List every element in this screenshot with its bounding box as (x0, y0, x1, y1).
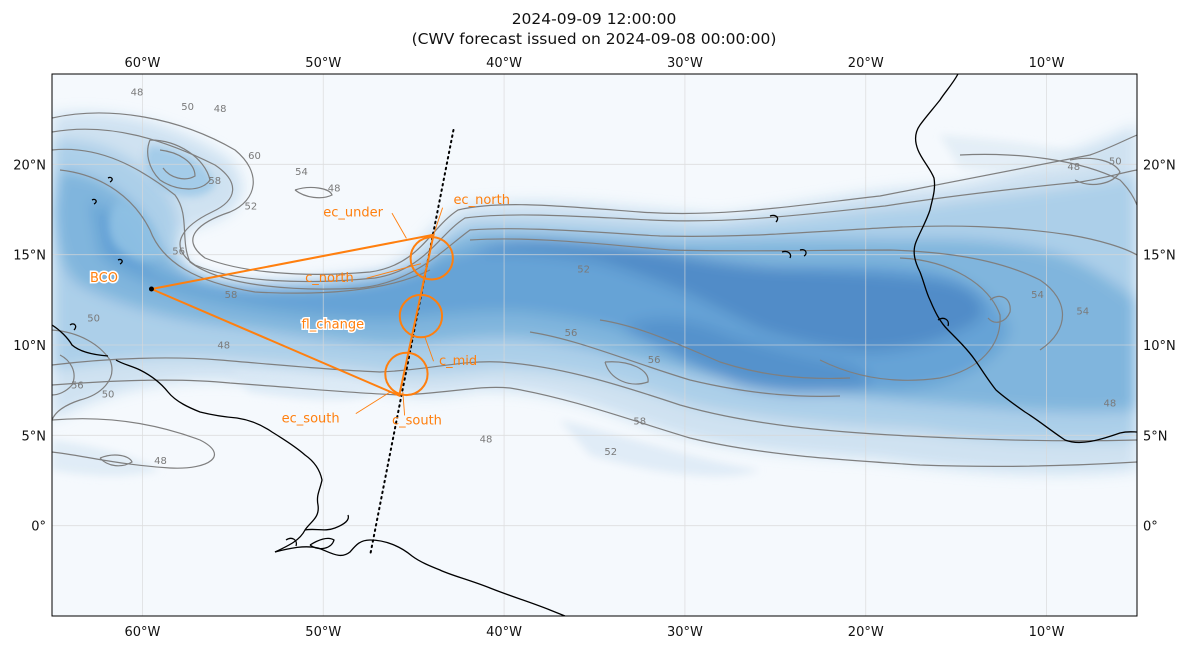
contour-label: 56 (648, 355, 661, 366)
label-leader (433, 207, 444, 235)
satellite-track (369, 129, 455, 556)
lon-tick-label-bottom: 30°W (667, 625, 703, 640)
flight-label-c-south: c_south (392, 413, 442, 428)
lon-tick-label-top: 10°W (1029, 56, 1065, 71)
lat-tick-label-left: 5°N (22, 429, 47, 444)
flight-label-c-mid: c_mid (439, 354, 477, 369)
contour-label: 48 (1067, 162, 1080, 173)
contour-label: 48 (328, 183, 341, 194)
contour-label: 48 (214, 104, 227, 115)
contour-label: 52 (604, 447, 617, 458)
fl-change-label: fl_change (302, 318, 365, 333)
map-frame (51, 73, 1138, 617)
map-panel: 48 50 48 60 54 48 58 52 56 58 50 48 56 50 48 52 56 56 58 48… (51, 73, 1138, 617)
bco-marker (148, 286, 154, 292)
lon-tick-label-top: 40°W (486, 56, 522, 71)
contour-label: 50 (181, 102, 194, 113)
contour-label: 48 (217, 341, 230, 352)
flight-label-c-north: c_north (305, 271, 354, 286)
contour-label: 50 (87, 314, 100, 325)
contour-label: 58 (633, 416, 646, 427)
contour-label: 54 (295, 167, 308, 178)
map-title-line2: (CWV forecast issued on 2024-09-08 00:00… (412, 30, 777, 48)
label-leader (391, 212, 407, 239)
flight-layer: ec_under ec_north c_north c_mid ec_south c_so… (88, 129, 510, 556)
label-leader (424, 335, 434, 362)
lon-tick-label-top: 60°W (124, 56, 160, 71)
lat-tick-label-left: 10°N (13, 339, 46, 354)
contour-label: 50 (1109, 156, 1122, 167)
lat-tick-label-right: 15°N (1143, 249, 1176, 264)
contour-label: 54 (1076, 306, 1089, 317)
contour-label: 52 (577, 265, 590, 276)
lon-tick-label-top: 50°W (305, 56, 341, 71)
axis-ticks: 60°W 60°W 50°W 50°W 40°W 40°W 30°W 30°W 20°W 20°W… (13, 56, 1176, 640)
lat-tick-label-right: 10°N (1143, 339, 1176, 354)
flight-circle-c-south (384, 351, 429, 397)
gridlines (52, 74, 1137, 616)
cwv-contours (52, 112, 1137, 469)
label-leader (402, 391, 406, 416)
lon-tick-label-top: 30°W (667, 56, 703, 71)
contour-label: 48 (1104, 398, 1117, 409)
lon-tick-label-bottom: 60°W (124, 625, 160, 640)
contour-label: 50 (102, 389, 115, 400)
lat-tick-label-left: 0° (31, 520, 46, 535)
contour-label: 54 (1031, 290, 1044, 301)
map-title-line1: 2024-09-09 12:00:00 (512, 10, 677, 28)
lon-tick-label-top: 20°W (848, 56, 884, 71)
lat-tick-label-right: 20°N (1143, 158, 1176, 173)
contour-label: 58 (225, 290, 238, 301)
lat-tick-label-right: 5°N (1143, 429, 1168, 444)
contour-label: 56 (565, 328, 578, 339)
lat-tick-label-left: 15°N (13, 249, 46, 264)
flight-label-ec-south: ec_south (282, 412, 340, 427)
lon-tick-label-bottom: 40°W (486, 625, 522, 640)
contour-label: 56 (172, 247, 185, 258)
lon-tick-label-bottom: 20°W (848, 625, 884, 640)
lat-tick-label-right: 0° (1143, 520, 1158, 535)
lon-tick-label-bottom: 10°W (1029, 625, 1065, 640)
contour-label: 56 (71, 380, 84, 391)
flight-label-ec-under: ec_under (323, 206, 383, 221)
label-leader (366, 263, 422, 279)
contour-label: 52 (245, 202, 258, 213)
flight-track (151, 233, 435, 397)
contour-label: 60 (248, 151, 261, 162)
lon-tick-label-bottom: 50°W (305, 625, 341, 640)
flight-label-ec-north: ec_north (453, 193, 510, 208)
bco-label: BCO (90, 271, 118, 286)
contour-label: 58 (208, 176, 221, 187)
label-leader (355, 391, 391, 415)
coastlines (52, 74, 1137, 616)
contour-labels: 48 50 48 60 54 48 58 52 56 58 50 48 56 50 48 52 56 56 58 48… (71, 88, 1122, 468)
flight-circle-c-north (409, 236, 454, 281)
flight-circle-c-mid (398, 293, 444, 339)
contour-label: 48 (131, 88, 144, 99)
lat-tick-label-left: 20°N (13, 158, 46, 173)
contour-label: 48 (154, 456, 167, 467)
contour-label: 48 (480, 435, 493, 446)
